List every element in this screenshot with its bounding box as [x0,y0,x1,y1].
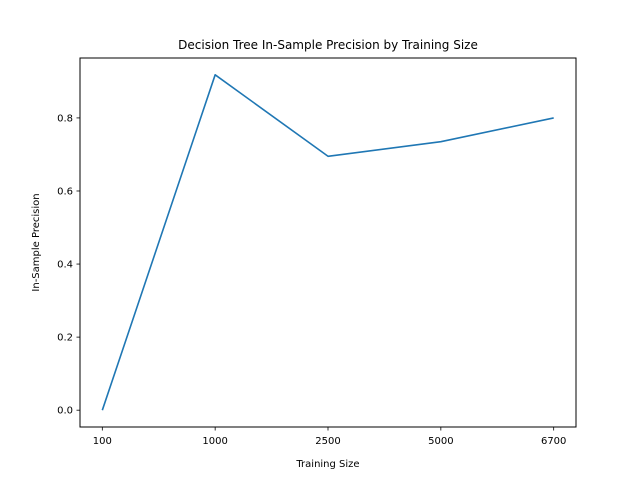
y-axis-label: In-Sample Precision [31,193,42,291]
y-tick-label: 0.4 [57,260,73,271]
x-tick-label: 5000 [428,436,453,447]
y-tick-label: 0.2 [57,333,73,344]
x-tick-label: 1000 [202,436,227,447]
y-tick-label: 0.8 [57,113,73,124]
x-tick-label: 2500 [315,436,340,447]
x-axis-label: Training Size [295,459,359,470]
x-tick-label: 100 [93,436,112,447]
y-ticks: 0.0 0.2 0.4 0.6 0.8 [57,113,80,417]
chart-title: Decision Tree In-Sample Precision by Tra… [178,38,478,52]
y-tick-label: 0.6 [57,186,73,197]
x-tick-label: 6700 [541,436,566,447]
x-ticks: 100 1000 2500 5000 6700 [93,427,566,447]
series-group [101,74,554,411]
axes-frame [79,57,577,428]
y-tick-label: 0.0 [57,406,73,417]
